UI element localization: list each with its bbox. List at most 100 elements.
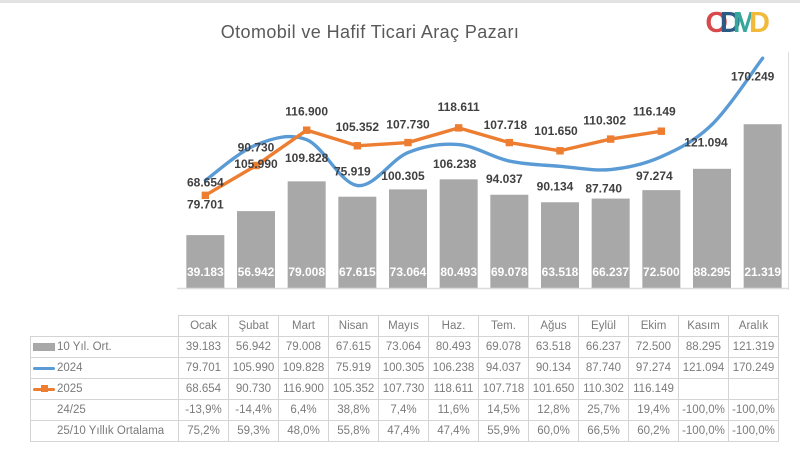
bar-label-Haz.: 80.493 [440, 265, 477, 279]
cell-24/25-Tem.: 14,5% [478, 399, 529, 421]
row-label-cell: 25/10 Yıllık Ortalama [30, 420, 179, 442]
month-header-Haz.: Haz. [428, 315, 479, 337]
label-2024-Ekim: 97.274 [636, 169, 673, 183]
row-label: 2025 [57, 383, 83, 395]
cell-2025-Aralık [728, 378, 779, 400]
top-edge-divider [0, 0, 800, 3]
label-2025-Ocak: 68.654 [187, 175, 224, 189]
cell-2024-Aralık: 170.249 [728, 357, 779, 379]
legend-swatch-line-2024 [33, 366, 55, 370]
cell-25/10 Yıllık Ortalama-Ekim: 60,2% [628, 420, 679, 442]
label-2024-Eylül: 87.740 [585, 182, 622, 196]
cell-25/10 Yıllık Ortalama-Mart: 48,0% [278, 420, 329, 442]
label-2025-Ağus: 101.650 [534, 124, 578, 138]
cell-25/10 Yıllık Ortalama-Ağus: 60,0% [528, 420, 579, 442]
marker-2025-Ocak [201, 191, 210, 200]
bar-label-Eylül: 66.237 [592, 265, 629, 279]
month-header-Aralık: Aralık [728, 315, 779, 337]
data-table: Ocak Şubat Mart Nisan Mayıs Haz. Tem. Ağus Eylül… [30, 315, 779, 442]
cell-2025-Kasım [678, 378, 729, 400]
legend-swatch-line-2025 [33, 385, 55, 392]
table-row-1: 10 Yıl. Ort. 39.183 56.942 79.008 67.615 73.0… [30, 336, 779, 358]
label-2024-Ağus: 90.134 [537, 179, 574, 193]
bar-label-Tem.: 69.078 [491, 265, 528, 279]
cell-24/25-Kasım: -100,0% [678, 399, 729, 421]
cell-10 Yıl. Ort.-Ağus: 63.518 [528, 336, 579, 358]
chart-title: Otomobil ve Hafif Ticari Araç Pazarı [220, 22, 520, 42]
cell-2024-Şubat: 105.990 [228, 357, 279, 379]
month-header-Nisan: Nisan [328, 315, 379, 337]
bar-Aralık [743, 124, 782, 288]
cell-10 Yıl. Ort.-Nisan: 67.615 [328, 336, 379, 358]
cell-25/10 Yıllık Ortalama-Mayıs: 47,4% [378, 420, 429, 442]
cell-2024-Ağus: 90.134 [528, 357, 579, 379]
cell-25/10 Yıllık Ortalama-Ocak: 75,2% [178, 420, 229, 442]
label-2024-Aralık: 170.249 [731, 69, 775, 83]
bar-label-Kasım: 88.295 [694, 265, 731, 279]
legend-swatch-bar [33, 343, 55, 351]
table-row-3: 2025 68.654 90.730 116.900 105.352 107.730 118… [30, 378, 779, 400]
label-2024-Ocak: 79.701 [187, 198, 224, 212]
logo-letter-4: D [749, 7, 770, 39]
cell-24/25-Nisan: 38,8% [328, 399, 379, 421]
marker-2025-Nisan [353, 142, 362, 150]
label-2024-Haz.: 106.238 [433, 157, 477, 171]
legend-marker-2025 [40, 385, 48, 392]
cell-10 Yıl. Ort.-Ekim: 72.500 [628, 336, 679, 358]
cell-2024-Tem.: 94.037 [478, 357, 529, 379]
label-2025-Nisan: 105.352 [336, 120, 380, 134]
marker-2025-Şubat [252, 161, 260, 170]
cell-25/10 Yıllık Ortalama-Eylül: 66,5% [578, 420, 629, 442]
cell-2025-Nisan: 105.352 [328, 378, 379, 400]
cell-2024-Ocak: 79.701 [178, 357, 229, 379]
table-row-5: 25/10 Yıllık Ortalama 75,2% 59,3% 48,0% 55,8… [30, 420, 779, 442]
cell-2025-Eylül: 110.302 [578, 378, 629, 400]
bar-label-Ekim: 72.500 [643, 265, 680, 279]
cell-24/25-Ocak: -13,9% [178, 399, 229, 421]
cell-24/25-Mayıs: 7,4% [378, 399, 429, 421]
label-2025-Şubat: 90.730 [238, 141, 275, 155]
label-2025-Eylül: 110.302 [583, 113, 626, 127]
marker-2025-Tem. [505, 138, 514, 147]
cell-2025-Ocak: 68.654 [178, 378, 229, 400]
market-combo-chart: 79.701 105.990 109.828 75.919 100.305 106.238… [177, 52, 789, 290]
cell-2024-Kasım: 121.094 [678, 357, 729, 379]
cell-24/25-Ağus: 12,8% [528, 399, 579, 421]
bar-Haz. [439, 179, 478, 288]
cell-2025-Mayıs: 107.730 [378, 378, 429, 400]
cell-24/25-Şubat: -14,4% [228, 399, 279, 421]
bar-Ağus [541, 202, 579, 288]
label-2025-Mart: 116.900 [285, 104, 328, 118]
bar-Mart [287, 181, 326, 288]
cell-2024-Nisan: 75.919 [328, 357, 379, 379]
month-header-Mayıs: Mayıs [378, 315, 429, 337]
cell-24/25-Haz.: 11,6% [428, 399, 479, 421]
cell-25/10 Yıllık Ortalama-Tem.: 55,9% [478, 420, 529, 442]
odmd-logo: ODMD [705, 4, 770, 42]
marker-2025-Eylül [606, 135, 615, 143]
bar-Nisan [338, 196, 377, 288]
line-2024 [203, 56, 765, 188]
cell-24/25-Aralık: -100,0% [728, 399, 779, 421]
month-header-Eylül: Eylül [578, 315, 629, 337]
cell-2025-Haz.: 118.611 [428, 378, 479, 400]
cell-25/10 Yıllık Ortalama-Kasım: -100,0% [678, 420, 729, 442]
cell-10 Yıl. Ort.-Mart: 79.008 [278, 336, 329, 358]
row-label-cell: 10 Yıl. Ort. [30, 336, 179, 358]
cell-2024-Mart: 109.828 [278, 357, 329, 379]
bar-Ekim [642, 190, 681, 288]
label-2024-Tem.: 94.037 [486, 172, 523, 186]
cell-2025-Ağus: 101.650 [528, 378, 579, 400]
cell-2024-Eylül: 87.740 [578, 357, 629, 379]
bar-Eylül [591, 198, 630, 288]
bar-label-Ocak: 39.183 [187, 265, 224, 279]
label-2024-Kasım: 121.094 [684, 136, 728, 150]
row-label-cell: 2024 [30, 357, 179, 379]
label-2024-Mayıs: 100.305 [381, 169, 425, 183]
bar-label-Mayıs: 73.064 [390, 265, 427, 279]
bar-Mayıs [389, 189, 427, 288]
table-header-row: Ocak Şubat Mart Nisan Mayıs Haz. Tem. Ağus Eylül… [31, 315, 779, 337]
row-label: 25/10 Yıllık Ortalama [57, 425, 165, 437]
bar-label-Aralık: 21.319 [744, 265, 781, 279]
marker-2025-Haz. [454, 124, 463, 132]
